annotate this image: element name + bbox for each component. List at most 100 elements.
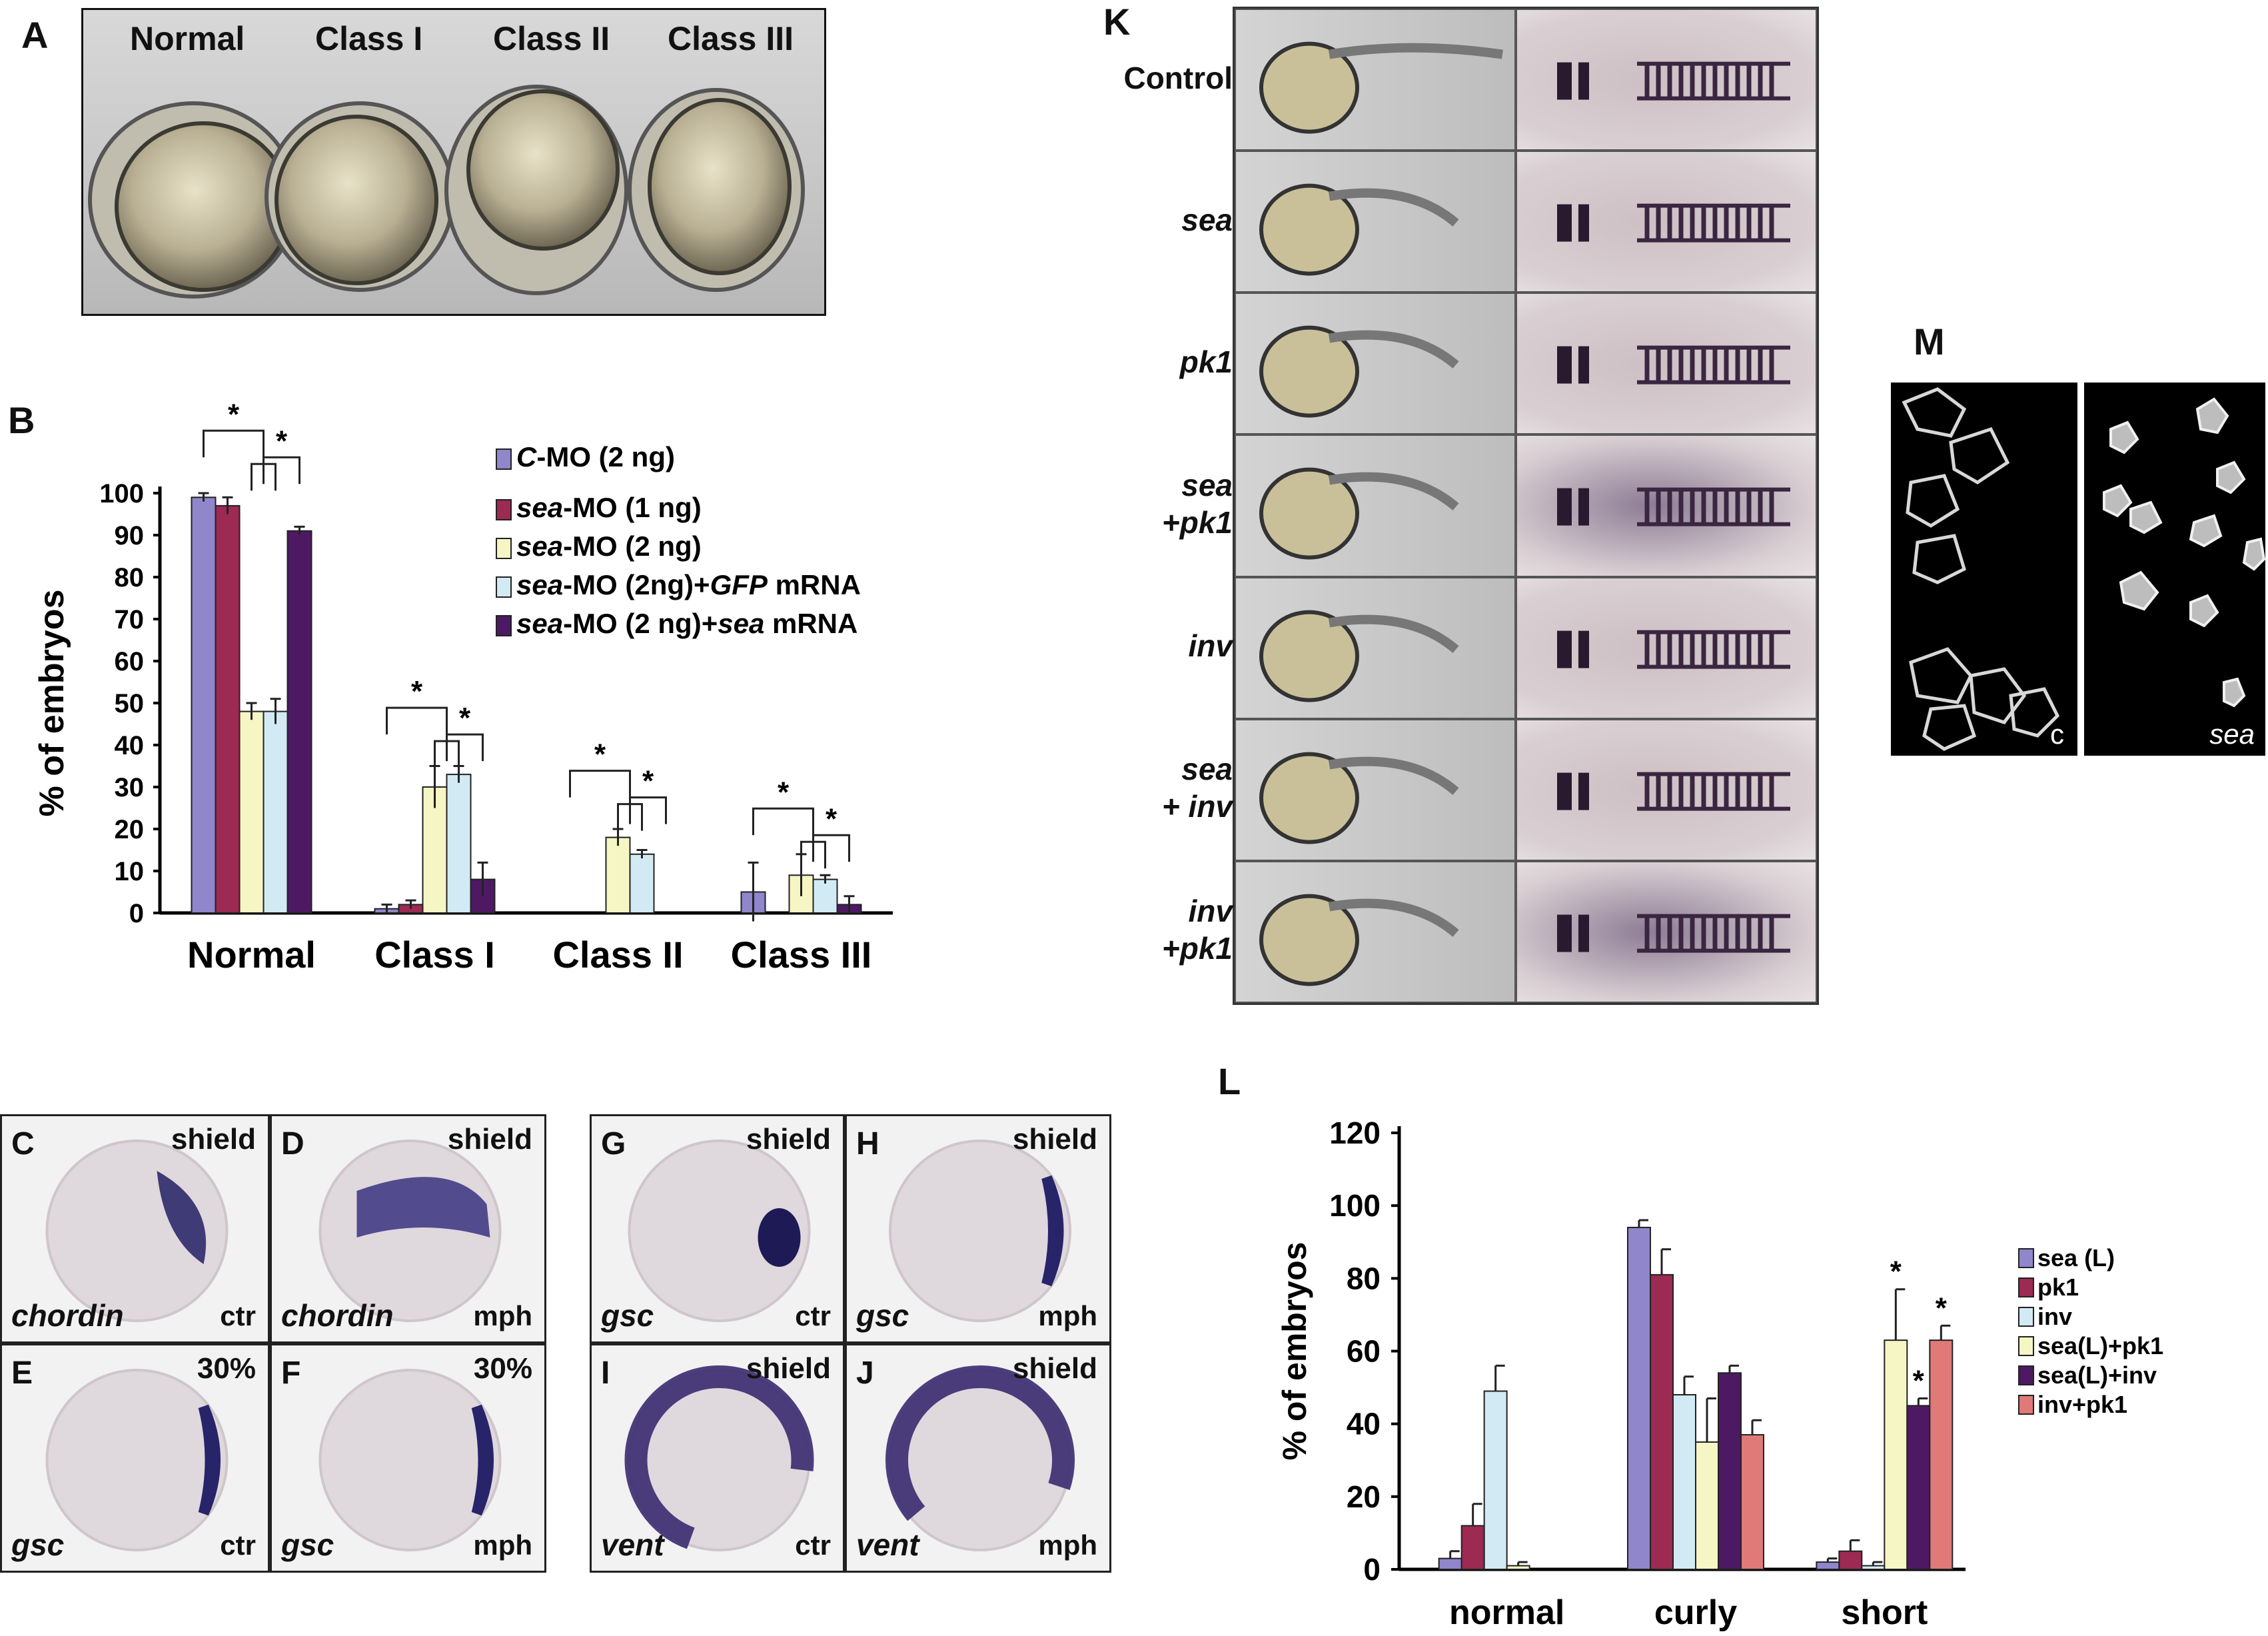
l-y-tick-label: 80 bbox=[1347, 1261, 1381, 1295]
l-y-tick-label: 100 bbox=[1329, 1188, 1381, 1223]
l-y-tick-label: 40 bbox=[1347, 1407, 1381, 1441]
b-bar bbox=[605, 836, 631, 914]
b-legend-entry: sea-MO (2 ng) bbox=[516, 530, 702, 562]
l-bar bbox=[1861, 1565, 1886, 1571]
l-y-tick-label: 120 bbox=[1329, 1116, 1381, 1150]
panel-m-label-sea: sea bbox=[2209, 718, 2255, 750]
in-situ-gene: chordin bbox=[11, 1298, 124, 1333]
b-legend-swatch bbox=[496, 499, 512, 520]
panel-k-label: K bbox=[1103, 1, 1131, 43]
b-significance-star: * bbox=[594, 738, 606, 771]
b-significance-star: * bbox=[459, 702, 471, 734]
k-row-label: pk1 bbox=[1179, 344, 1233, 379]
k-row-label: sea + inv bbox=[1161, 752, 1233, 824]
k-embryo-image bbox=[1235, 718, 1516, 861]
b-bar bbox=[286, 530, 312, 914]
k-in-situ-image bbox=[1516, 718, 1817, 861]
l-bar bbox=[1672, 1394, 1696, 1570]
k-in-situ-image bbox=[1516, 9, 1817, 151]
k-row-label: inv bbox=[1188, 628, 1233, 664]
l-legend-swatch bbox=[2018, 1277, 2034, 1297]
b-significance-star: * bbox=[642, 765, 654, 798]
l-legend-entry: inv+pk1 bbox=[2037, 1391, 2127, 1418]
k-embryo-image bbox=[1235, 576, 1516, 719]
b-y-tick-label: 20 bbox=[115, 815, 145, 844]
l-bar bbox=[1838, 1550, 1863, 1570]
k-embryo-image bbox=[1235, 293, 1516, 435]
l-legend-swatch bbox=[2018, 1248, 2034, 1268]
l-legend-entry: pk1 bbox=[2037, 1273, 2079, 1301]
b-significance-star: * bbox=[411, 675, 423, 708]
b-significance-star: * bbox=[228, 398, 240, 430]
b-category-label: Class II bbox=[552, 934, 683, 976]
in-situ-condition: ctr bbox=[220, 1300, 256, 1331]
in-situ-condition: ctr bbox=[795, 1529, 831, 1561]
panel-l-label: L bbox=[1218, 1060, 1241, 1102]
b-legend-entry: sea-MO (1 ng) bbox=[516, 492, 702, 523]
embryo-class-i bbox=[265, 101, 455, 292]
b-significance-bracket bbox=[812, 834, 850, 862]
b-significance-bracket bbox=[446, 733, 484, 762]
l-bar bbox=[1906, 1405, 1931, 1570]
in-situ-gene: vent bbox=[856, 1527, 919, 1562]
k-in-situ-image bbox=[1516, 576, 1817, 719]
l-bar bbox=[1740, 1434, 1764, 1571]
class-label-class-ii: Class II bbox=[493, 20, 610, 57]
b-category-label: Normal bbox=[187, 934, 316, 976]
l-y-tick-label: 20 bbox=[1347, 1479, 1381, 1514]
l-legend-swatch bbox=[2018, 1365, 2034, 1385]
l-legend-swatch bbox=[2018, 1336, 2034, 1356]
b-y-tick-label: 80 bbox=[115, 563, 145, 592]
in-situ-gene: gsc bbox=[856, 1298, 909, 1333]
l-y-tick-label: 0 bbox=[1363, 1552, 1381, 1587]
b-significance-bracket bbox=[386, 706, 448, 735]
b-legend-swatch bbox=[496, 576, 512, 598]
in-situ-letter: G bbox=[601, 1126, 626, 1162]
b-bar bbox=[239, 710, 265, 914]
b-legend-swatch bbox=[496, 615, 512, 636]
b-y-tick-label: 90 bbox=[115, 521, 145, 550]
l-legend-swatch bbox=[2018, 1307, 2034, 1327]
b-y-axis-label: % of embryos bbox=[33, 590, 71, 817]
l-category-label: short bbox=[1841, 1593, 1928, 1632]
k-embryo-image bbox=[1235, 9, 1516, 151]
b-y-tick-label: 10 bbox=[115, 857, 145, 886]
in-situ-stage: shield bbox=[746, 1123, 831, 1156]
b-legend-entry: C-MO (2 ng) bbox=[516, 441, 675, 472]
in-situ-gene: gsc bbox=[11, 1527, 65, 1562]
in-situ-condition: ctr bbox=[220, 1529, 256, 1561]
b-bar bbox=[191, 496, 217, 914]
in-situ-stage: shield bbox=[1012, 1123, 1097, 1156]
panel-a-label: A bbox=[21, 14, 49, 56]
l-legend-swatch bbox=[2018, 1395, 2034, 1415]
l-significance-star: * bbox=[1936, 1291, 1948, 1324]
l-bar bbox=[1506, 1565, 1530, 1571]
k-embryo-image bbox=[1235, 860, 1516, 1003]
l-legend-entry: sea(L)+inv bbox=[2037, 1361, 2157, 1389]
l-significance-star: * bbox=[1890, 1255, 1902, 1288]
k-row-label: sea +pk1 bbox=[1161, 468, 1233, 540]
l-y-tick-label: 60 bbox=[1347, 1334, 1381, 1369]
panel-l-chart: 0 20 40 60 80 100 120 % of embryos normal curly * *… bbox=[1276, 1116, 2163, 1632]
b-legend-swatch bbox=[496, 538, 512, 559]
embryo-class-ii bbox=[444, 85, 628, 295]
in-situ-stage: shield bbox=[447, 1123, 532, 1156]
in-situ-gene: chordin bbox=[281, 1298, 394, 1333]
l-legend-entry: sea (L) bbox=[2037, 1244, 2115, 1271]
b-y-tick-label: 40 bbox=[115, 731, 145, 760]
panel-m-label: M bbox=[1914, 321, 1945, 363]
b-y-tick-label: 70 bbox=[115, 605, 145, 634]
b-significance-bracket bbox=[203, 429, 265, 458]
l-significance-star: * bbox=[1913, 1364, 1925, 1397]
k-embryo-image bbox=[1235, 434, 1516, 577]
in-situ-letter: E bbox=[11, 1355, 33, 1391]
in-situ-gene: vent bbox=[601, 1527, 664, 1562]
k-row-label: sea bbox=[1181, 202, 1233, 237]
in-situ-panel-f: F 30% gsc mph bbox=[270, 1343, 546, 1573]
l-bar bbox=[1460, 1525, 1485, 1570]
class-label-class-i: Class I bbox=[315, 20, 423, 57]
k-row-label: Control bbox=[1123, 60, 1233, 95]
